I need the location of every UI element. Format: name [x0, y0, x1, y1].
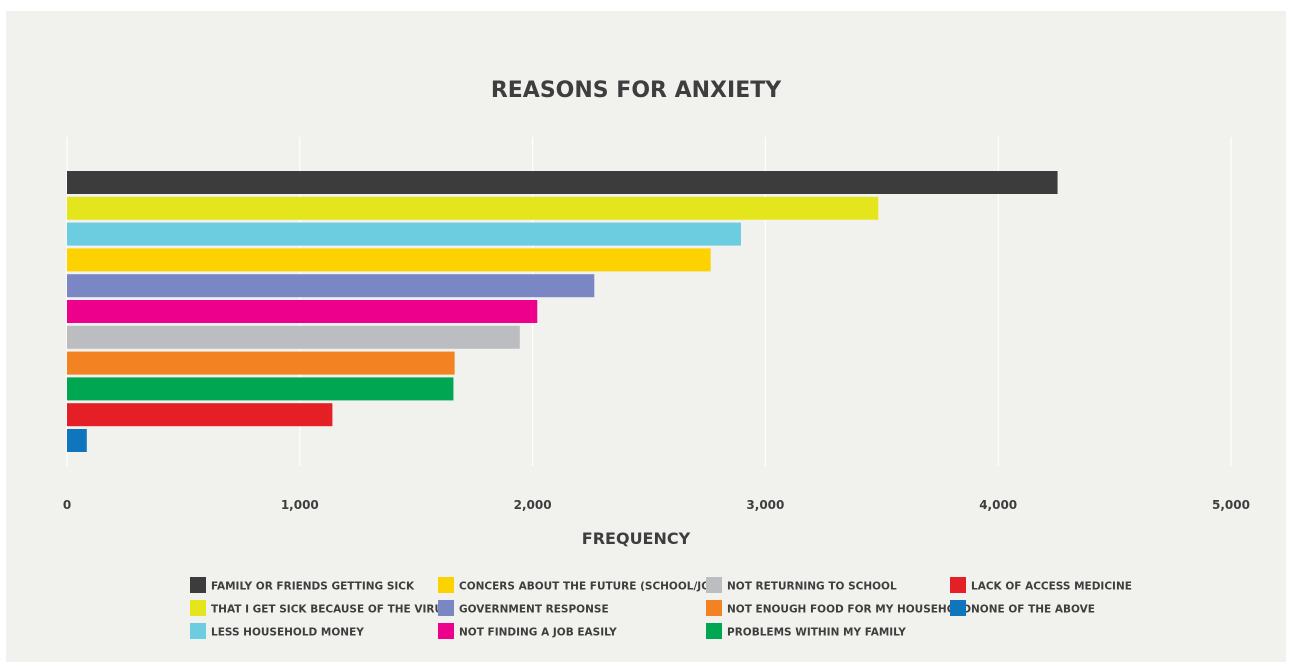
chart-title: REASONS FOR ANXIETY — [491, 78, 782, 103]
bars — [67, 171, 1058, 452]
legend-label-2: NOT RETURNING TO SCHOOL — [727, 581, 897, 593]
bar-2 — [67, 222, 741, 246]
bar-7 — [67, 351, 455, 375]
legend-swatch-9 — [438, 623, 454, 639]
legend-label-7: NONE OF THE ABOVE — [971, 604, 1095, 616]
legend: FAMILY OR FRIENDS GETTING SICK CONCERS AB… — [190, 577, 1132, 639]
legend-label-9: NOT FINDING A JOB EASILY — [459, 627, 617, 639]
x-tick-label-0: 0 — [63, 498, 71, 512]
legend-swatch-3 — [950, 577, 966, 593]
legend-swatch-5 — [438, 600, 454, 616]
legend-label-1: CONCERS ABOUT THE FUTURE (SCHOOL/JOB) — [459, 581, 723, 593]
legend-swatch-4 — [190, 600, 206, 616]
bar-3 — [67, 248, 711, 272]
legend-swatch-2 — [706, 577, 722, 593]
legend-label-4: THAT I GET SICK BECAUSE OF THE VIRUS — [211, 604, 451, 616]
legend-swatch-10 — [706, 623, 722, 639]
legend-label-10: PROBLEMS WITHIN MY FAMILY — [727, 627, 906, 639]
legend-swatch-0 — [190, 577, 206, 593]
x-tick-label-2: 2,000 — [514, 498, 552, 512]
bar-chart: REASONS FOR ANXIETY 0 1,000 2,000 3,000 4,00… — [63, 78, 1250, 639]
bar-5 — [67, 300, 538, 323]
x-tick-label-1: 1,000 — [281, 498, 319, 512]
bar-8 — [67, 377, 454, 401]
legend-swatch-1 — [438, 577, 454, 593]
legend-label-0: FAMILY OR FRIENDS GETTING SICK — [211, 581, 415, 593]
bar-9 — [67, 403, 333, 427]
bar-6 — [67, 325, 520, 349]
x-tick-label-3: 3,000 — [746, 498, 784, 512]
legend-swatch-8 — [190, 623, 206, 639]
legend-label-5: GOVERNMENT RESPONSE — [459, 604, 609, 616]
legend-label-6: NOT ENOUGH FOOD FOR MY HOUSEHOLD — [727, 604, 971, 616]
bar-4 — [67, 274, 595, 298]
bar-0 — [67, 171, 1058, 194]
x-tick-label-5: 5,000 — [1212, 498, 1250, 512]
bar-1 — [67, 196, 879, 220]
legend-label-8: LESS HOUSEHOLD MONEY — [211, 627, 364, 639]
bar-10 — [67, 429, 87, 452]
x-axis-title: FREQUENCY — [582, 529, 691, 548]
legend-swatch-6 — [706, 600, 722, 616]
x-tick-label-4: 4,000 — [979, 498, 1017, 512]
legend-label-3: LACK OF ACCESS MEDICINE — [971, 581, 1132, 593]
x-axis-ticks: 0 1,000 2,000 3,000 4,000 5,000 — [63, 498, 1250, 512]
legend-swatch-7 — [950, 600, 966, 616]
chart-card: REASONS FOR ANXIETY 0 1,000 2,000 3,000 4,00… — [6, 11, 1286, 662]
